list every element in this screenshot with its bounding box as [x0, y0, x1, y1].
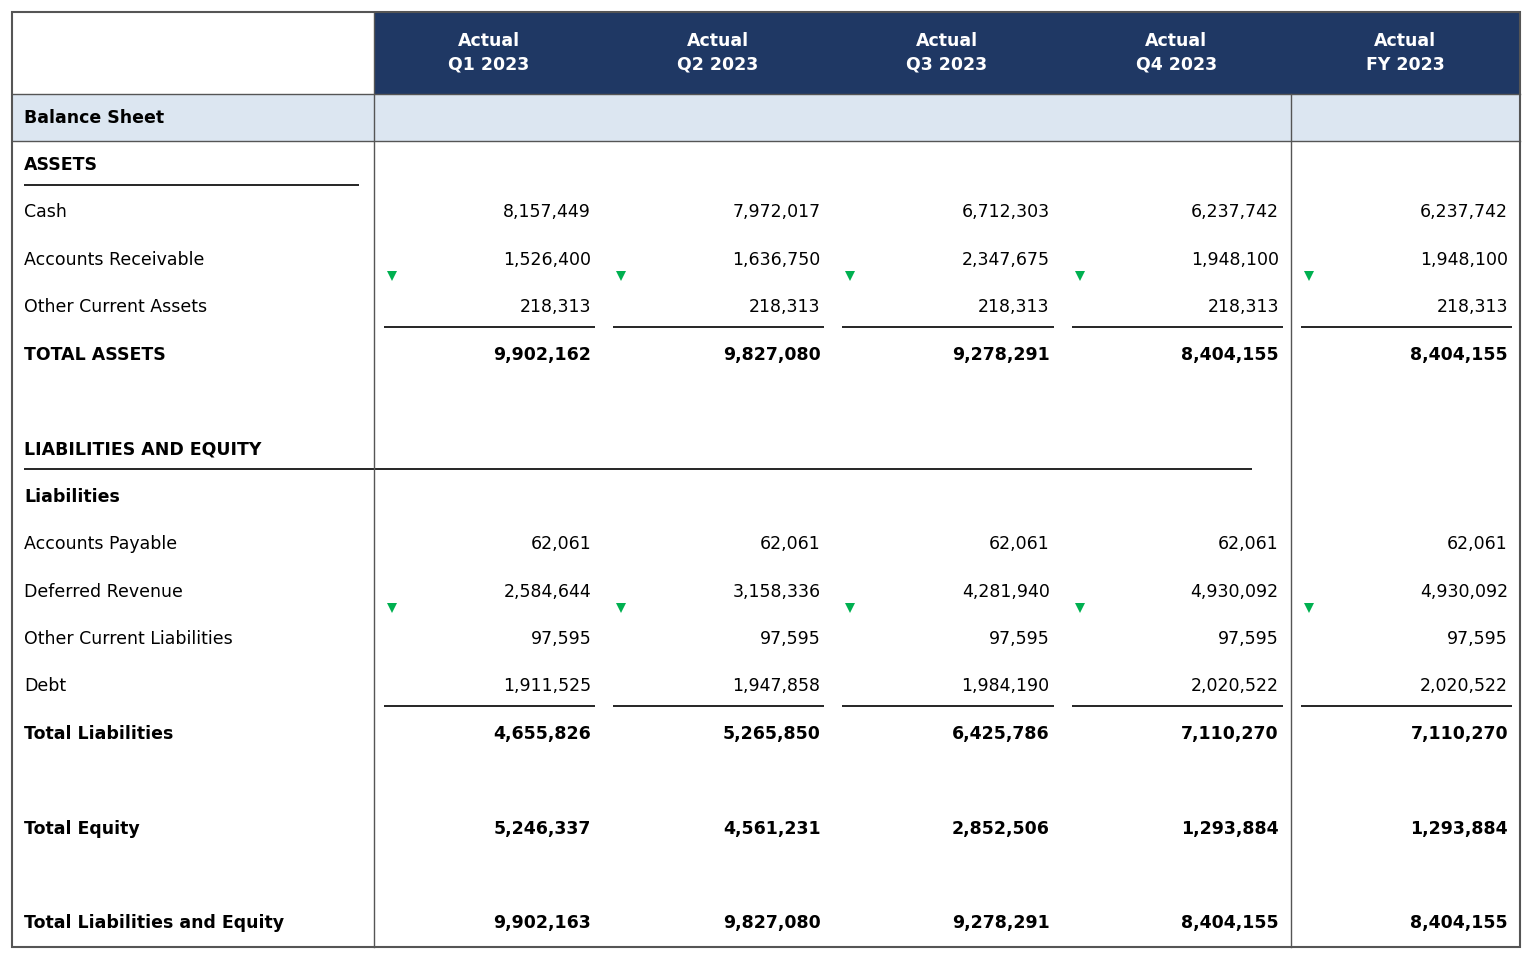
Text: LIABILITIES AND EQUITY: LIABILITIES AND EQUITY: [25, 440, 262, 458]
Text: Actual
FY 2023: Actual FY 2023: [1367, 32, 1445, 74]
Text: 4,655,826: 4,655,826: [493, 725, 591, 743]
Text: 8,157,449: 8,157,449: [504, 203, 591, 222]
Text: 6,237,742: 6,237,742: [1190, 203, 1279, 222]
Text: Cash: Cash: [25, 203, 67, 222]
Text: Total Equity: Total Equity: [25, 819, 139, 838]
Text: 1,293,884: 1,293,884: [1181, 819, 1279, 838]
Text: 5,246,337: 5,246,337: [493, 819, 591, 838]
Text: 1,526,400: 1,526,400: [502, 251, 591, 269]
Text: 1,911,525: 1,911,525: [502, 677, 591, 695]
Text: Other Current Liabilities: Other Current Liabilities: [25, 630, 233, 648]
Text: 1,293,884: 1,293,884: [1411, 819, 1507, 838]
Text: 97,595: 97,595: [760, 630, 821, 648]
Text: Liabilities: Liabilities: [25, 488, 119, 506]
Text: Actual
Q2 2023: Actual Q2 2023: [677, 32, 758, 74]
Text: 218,313: 218,313: [1207, 298, 1279, 316]
Text: 9,827,080: 9,827,080: [723, 346, 821, 364]
Bar: [12, 94, 1520, 141]
Text: 2,584,644: 2,584,644: [504, 583, 591, 601]
Text: 4,930,092: 4,930,092: [1190, 583, 1279, 601]
Text: 1,636,750: 1,636,750: [732, 251, 821, 269]
Text: 1,984,190: 1,984,190: [962, 677, 1049, 695]
Text: 218,313: 218,313: [977, 298, 1049, 316]
Text: 4,930,092: 4,930,092: [1420, 583, 1507, 601]
Text: 8,404,155: 8,404,155: [1411, 346, 1507, 364]
Text: 7,110,270: 7,110,270: [1411, 725, 1507, 743]
Text: Accounts Receivable: Accounts Receivable: [25, 251, 204, 269]
Text: ASSETS: ASSETS: [25, 156, 98, 174]
Text: 62,061: 62,061: [988, 535, 1049, 553]
Text: Other Current Assets: Other Current Assets: [25, 298, 207, 316]
Text: 9,827,080: 9,827,080: [723, 914, 821, 932]
Text: 7,972,017: 7,972,017: [732, 203, 821, 222]
Bar: [12, 12, 374, 94]
Text: 218,313: 218,313: [519, 298, 591, 316]
Text: 97,595: 97,595: [988, 630, 1049, 648]
Text: 4,281,940: 4,281,940: [962, 583, 1049, 601]
Text: 62,061: 62,061: [1448, 535, 1507, 553]
Text: 3,158,336: 3,158,336: [732, 583, 821, 601]
Text: 62,061: 62,061: [530, 535, 591, 553]
Text: Actual
Q1 2023: Actual Q1 2023: [447, 32, 529, 74]
Text: Total Liabilities and Equity: Total Liabilities and Equity: [25, 914, 283, 932]
Text: 9,278,291: 9,278,291: [951, 346, 1049, 364]
Text: 2,347,675: 2,347,675: [962, 251, 1049, 269]
Text: Actual
Q4 2023: Actual Q4 2023: [1135, 32, 1216, 74]
Text: Debt: Debt: [25, 677, 66, 695]
Text: 6,237,742: 6,237,742: [1420, 203, 1507, 222]
Text: 8,404,155: 8,404,155: [1411, 914, 1507, 932]
Text: TOTAL ASSETS: TOTAL ASSETS: [25, 346, 165, 364]
Text: 2,020,522: 2,020,522: [1420, 677, 1507, 695]
Text: 97,595: 97,595: [530, 630, 591, 648]
Text: 1,948,100: 1,948,100: [1420, 251, 1507, 269]
Bar: [374, 12, 1520, 94]
Text: 8,404,155: 8,404,155: [1181, 914, 1279, 932]
Text: 1,947,858: 1,947,858: [732, 677, 821, 695]
Text: 62,061: 62,061: [760, 535, 821, 553]
Text: 9,902,163: 9,902,163: [493, 914, 591, 932]
Text: 9,902,162: 9,902,162: [493, 346, 591, 364]
Text: 218,313: 218,313: [1437, 298, 1507, 316]
Text: Deferred Revenue: Deferred Revenue: [25, 583, 182, 601]
Text: 8,404,155: 8,404,155: [1181, 346, 1279, 364]
Text: 7,110,270: 7,110,270: [1181, 725, 1279, 743]
Text: 6,712,303: 6,712,303: [962, 203, 1049, 222]
Text: 4,561,231: 4,561,231: [723, 819, 821, 838]
Text: Total Liabilities: Total Liabilities: [25, 725, 173, 743]
Text: 1,948,100: 1,948,100: [1190, 251, 1279, 269]
Text: 62,061: 62,061: [1218, 535, 1279, 553]
Text: Accounts Payable: Accounts Payable: [25, 535, 178, 553]
Text: Balance Sheet: Balance Sheet: [25, 109, 164, 127]
Text: 97,595: 97,595: [1448, 630, 1507, 648]
Text: 2,020,522: 2,020,522: [1190, 677, 1279, 695]
Text: 9,278,291: 9,278,291: [951, 914, 1049, 932]
Text: 5,265,850: 5,265,850: [723, 725, 821, 743]
Text: 6,425,786: 6,425,786: [951, 725, 1049, 743]
Text: Actual
Q3 2023: Actual Q3 2023: [907, 32, 988, 74]
Text: 97,595: 97,595: [1218, 630, 1279, 648]
Text: 218,313: 218,313: [749, 298, 821, 316]
Text: 2,852,506: 2,852,506: [951, 819, 1049, 838]
